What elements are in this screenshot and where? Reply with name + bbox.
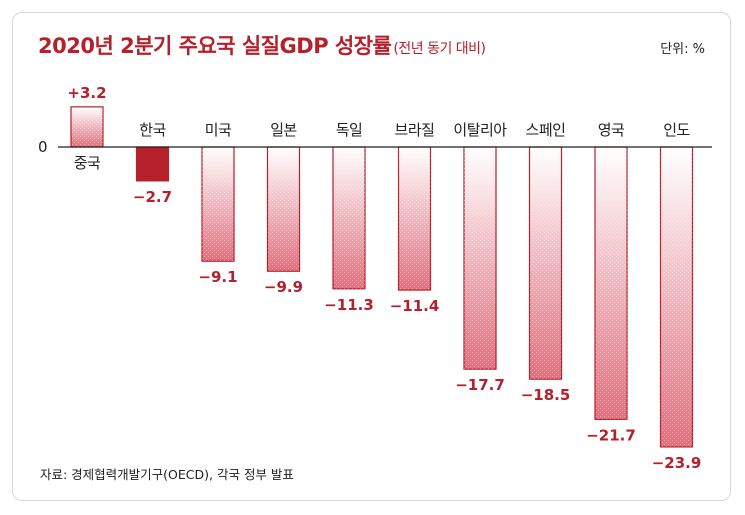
value-label: −18.5 <box>521 386 571 404</box>
zero-tick-label: 0 <box>38 138 48 156</box>
source-note: 자료: 경제협력개발기구(OECD), 각국 정부 발표 <box>40 467 294 482</box>
bar-한국 <box>135 146 170 182</box>
chart-subtitle: (전년 동기 대비) <box>393 41 486 57</box>
bar-미국 <box>201 146 235 262</box>
bar-중국 <box>70 106 104 148</box>
value-label: +3.2 <box>67 84 106 102</box>
category-label: 이탈리아 <box>453 121 507 139</box>
bar-독일 <box>332 146 366 290</box>
category-label: 독일 <box>336 121 363 139</box>
bar-일본 <box>266 146 301 272</box>
category-label: 일본 <box>270 121 297 139</box>
category-label: 브라질 <box>395 121 435 139</box>
value-label: −21.7 <box>586 426 636 444</box>
category-label: 중국 <box>74 154 101 172</box>
category-label: 한국 <box>139 121 166 139</box>
value-label: −11.4 <box>390 297 440 315</box>
category-label: 영국 <box>598 121 625 139</box>
value-label: −9.1 <box>198 268 237 286</box>
value-label: −17.7 <box>455 376 505 394</box>
bar-인도 <box>659 146 694 448</box>
value-label: −11.3 <box>324 296 374 314</box>
bar-이탈리아 <box>463 146 497 370</box>
title-block: 2020년 2분기 주요국 실질GDP 성장률 (전년 동기 대비) <box>38 30 486 60</box>
value-label: −9.9 <box>264 278 303 296</box>
value-label: −23.9 <box>652 454 702 472</box>
bar-스페인 <box>528 146 563 380</box>
category-label: 인도 <box>663 121 690 139</box>
chart-title: 2020년 2분기 주요국 실질GDP 성장률 <box>38 34 392 58</box>
bar-영국 <box>594 146 628 420</box>
value-label: −2.7 <box>133 188 172 206</box>
bar-브라질 <box>397 146 432 291</box>
category-label: 미국 <box>205 121 232 139</box>
unit-label: 단위: % <box>660 42 705 57</box>
category-label: 스페인 <box>526 121 566 139</box>
